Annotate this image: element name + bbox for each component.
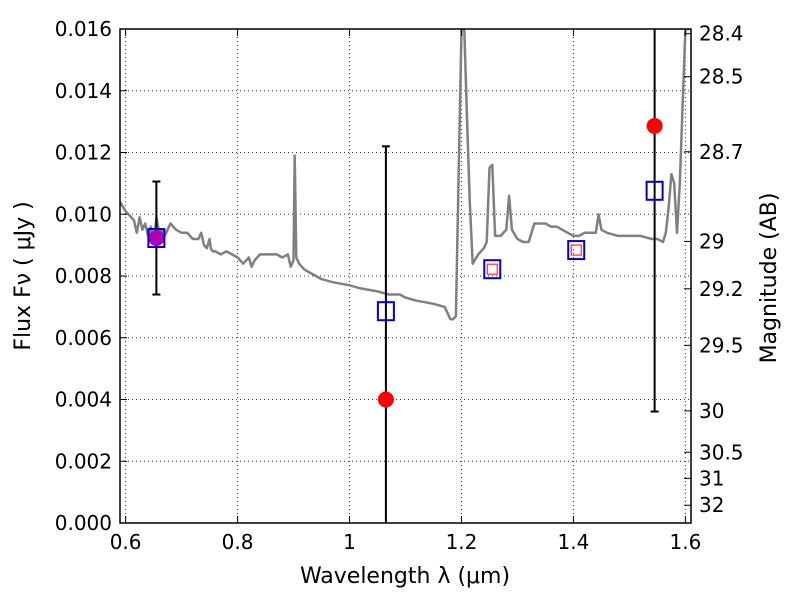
observed-point xyxy=(377,391,394,408)
highlight-point xyxy=(148,230,165,247)
right-tick-label: 31 xyxy=(699,466,724,490)
plot-background xyxy=(120,29,691,523)
observed-point xyxy=(646,117,663,134)
right-tick-label: 29.5 xyxy=(699,333,744,357)
y-tick-label: 0.004 xyxy=(55,388,112,412)
right-tick-label: 32 xyxy=(699,493,724,517)
x-axis-label: Wavelength λ (μm) xyxy=(300,564,510,589)
x-tick-label: 0.6 xyxy=(110,530,142,554)
y-tick-label: 0.000 xyxy=(55,511,112,535)
right-tick-label: 28.5 xyxy=(699,65,744,89)
model-spectrum-line xyxy=(120,29,691,321)
right-tick-label: 30.5 xyxy=(699,440,744,464)
markers-layer xyxy=(147,117,664,408)
right-tick-label: 28.4 xyxy=(699,22,744,46)
y-tick-label: 0.016 xyxy=(55,17,112,41)
right-tick-label: 29.2 xyxy=(699,277,744,301)
ticks-layer xyxy=(120,28,691,524)
right-tick-label: 30 xyxy=(699,399,724,423)
x-tick-label: 1 xyxy=(343,530,356,554)
model-square-red xyxy=(486,263,498,275)
model-square-blue xyxy=(567,240,586,261)
x-tick-label: 1.6 xyxy=(669,530,701,554)
model-spectrum-layer xyxy=(120,29,691,321)
model-square-red xyxy=(570,244,582,256)
x-tick-label: 1.2 xyxy=(446,530,478,554)
y-tick-label: 0.012 xyxy=(55,141,112,165)
model-square-blue xyxy=(483,259,502,280)
y-tick-label: 0.008 xyxy=(55,264,112,288)
tick-labels-layer: 0.6 0.8 1 1.2 1.4 1.6 0.000 0.002 0.004 0.006 0.00… xyxy=(55,17,744,554)
y-tick-label: 0.010 xyxy=(55,202,112,226)
right-axis-label: Magnitude (AB) xyxy=(757,193,782,364)
y-tick-label: 0.002 xyxy=(55,449,112,473)
model-square-blue xyxy=(645,180,664,201)
model-square-blue xyxy=(147,228,166,249)
right-tick-label: 29 xyxy=(699,229,724,253)
model-square-blue xyxy=(376,301,395,322)
right-tick-label: 28.7 xyxy=(699,140,744,164)
x-tick-label: 0.8 xyxy=(222,530,254,554)
y-axis-label: Flux Fν ( μJy ) xyxy=(11,201,36,350)
y-tick-label: 0.014 xyxy=(55,79,112,103)
x-tick-label: 1.4 xyxy=(558,530,590,554)
y-tick-label: 0.006 xyxy=(55,326,112,350)
